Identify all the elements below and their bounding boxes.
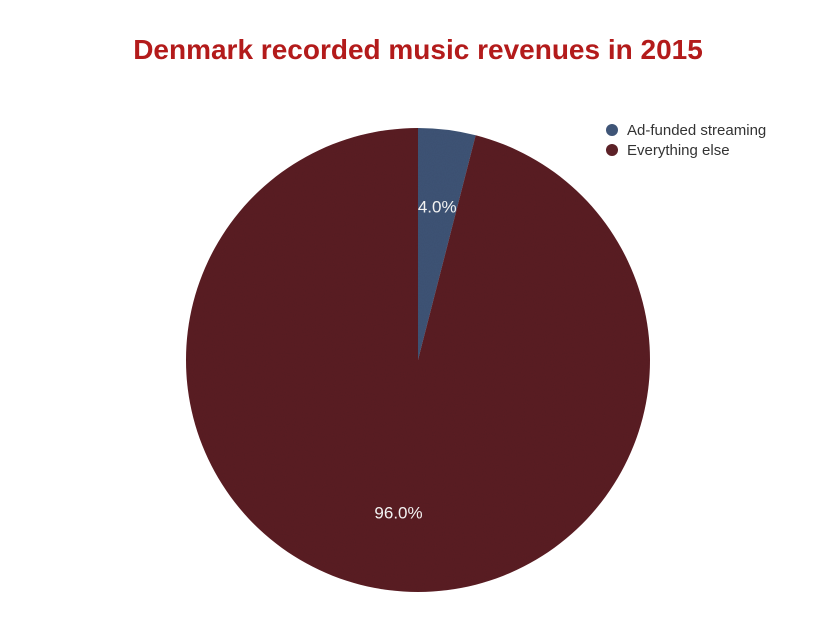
legend-item-ad-funded-streaming[interactable]: Ad-funded streaming bbox=[606, 120, 766, 140]
chart-title: Denmark recorded music revenues in 2015 bbox=[133, 34, 703, 65]
legend-label-ad-funded-streaming: Ad-funded streaming bbox=[627, 121, 767, 139]
pie-slice-ad-funded-streaming[interactable] bbox=[418, 128, 476, 360]
pie-slices bbox=[185, 128, 650, 593]
legend-label-everything-else: Everything else bbox=[627, 141, 730, 159]
pie-labels: 4.0% 96.0% bbox=[374, 198, 456, 523]
pie-slice-everything-else[interactable] bbox=[185, 128, 650, 593]
legend: Ad-funded streaming Everything else bbox=[606, 120, 766, 160]
legend-swatch-everything-else bbox=[606, 144, 618, 156]
pie-label-ad-funded-streaming: 4.0% bbox=[418, 198, 457, 217]
legend-item-everything-else[interactable]: Everything else bbox=[606, 140, 766, 160]
pie-label-everything-else: 96.0% bbox=[374, 504, 422, 523]
legend-swatch-ad-funded-streaming bbox=[606, 124, 618, 136]
